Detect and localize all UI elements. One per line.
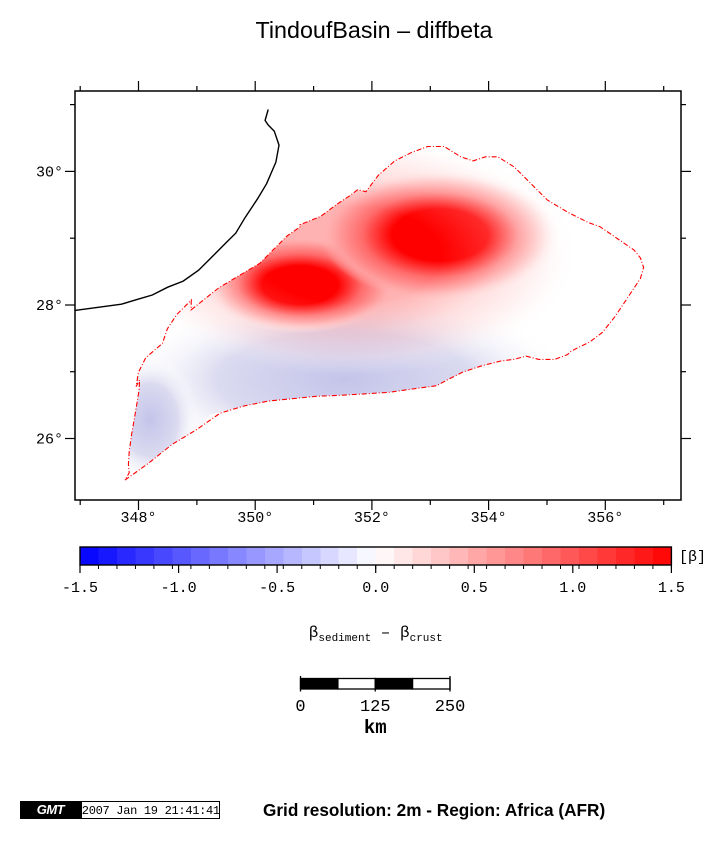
svg-text:km: km — [364, 717, 387, 739]
svg-text:125: 125 — [360, 698, 391, 717]
svg-text:0: 0 — [295, 698, 305, 717]
svg-text:250: 250 — [435, 698, 466, 717]
